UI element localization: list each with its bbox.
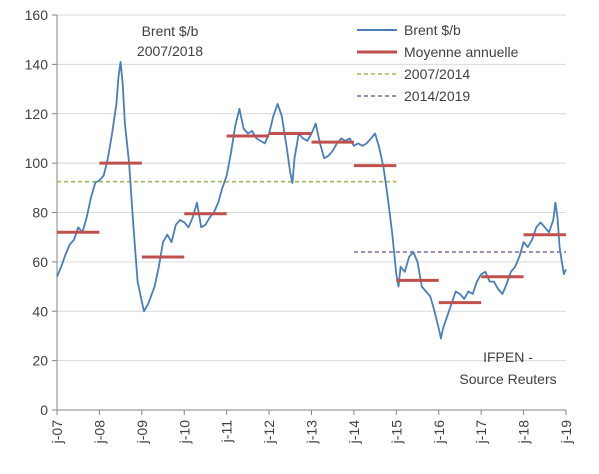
x-tick-labels: j-07 j-08 j-09 j-10 j-11 j-12 j-13 j-14 j-15 j-16… <box>49 420 574 445</box>
x-tick-label-j-12: j-12 <box>261 420 277 445</box>
x-tick-label-j-13: j-13 <box>304 420 320 445</box>
y-tick-label-80: 80 <box>32 205 48 221</box>
x-tick-label-j-08: j-08 <box>91 420 107 445</box>
legend-label-2007-2014: 2007/2014 <box>404 66 470 82</box>
y-tick-label-120: 120 <box>25 106 49 122</box>
brent-price-line <box>56 61 567 340</box>
x-tick-label-j-11: j-11 <box>219 420 235 444</box>
y-tick-label-160: 160 <box>25 7 49 23</box>
source-note-line-1: IFPEN - <box>483 349 533 365</box>
y-tick-label-140: 140 <box>25 56 49 72</box>
legend-label-2014-2019: 2014/2019 <box>404 88 470 104</box>
x-tick-label-j-19: j-19 <box>558 420 574 445</box>
x-tick-label-j-07: j-07 <box>49 420 65 445</box>
x-tick-label-j-14: j-14 <box>346 420 362 445</box>
y-tick-label-100: 100 <box>25 155 49 171</box>
source-note-line-2: Source Reuters <box>459 371 556 387</box>
y-tick-label-40: 40 <box>32 303 48 319</box>
legend-label-brent: Brent $/b <box>404 22 461 38</box>
x-tick-label-j-15: j-15 <box>388 420 404 445</box>
chart-title-line-2: 2007/2018 <box>137 43 203 59</box>
legend-label-annual-average: Moyenne annuelle <box>404 44 519 60</box>
y-tick-label-60: 60 <box>32 254 48 270</box>
chart-title-line-1: Brent $/b <box>142 23 199 39</box>
x-tick-label-j-10: j-10 <box>176 420 192 445</box>
series <box>56 61 567 340</box>
y-tick-labels: 0 20 40 60 80 100 120 140 160 <box>25 7 49 418</box>
y-tick-label-20: 20 <box>32 353 48 369</box>
x-tick-label-j-17: j-17 <box>473 420 489 445</box>
gridlines <box>57 14 566 362</box>
y-tick-label-0: 0 <box>40 402 48 418</box>
legend: Brent $/b Moyenne annuelle 2007/2014 201… <box>357 22 519 104</box>
x-tick-label-j-16: j-16 <box>431 420 447 445</box>
axes <box>52 14 567 415</box>
x-tick-label-j-09: j-09 <box>134 420 150 445</box>
x-tick-label-j-18: j-18 <box>516 420 532 445</box>
